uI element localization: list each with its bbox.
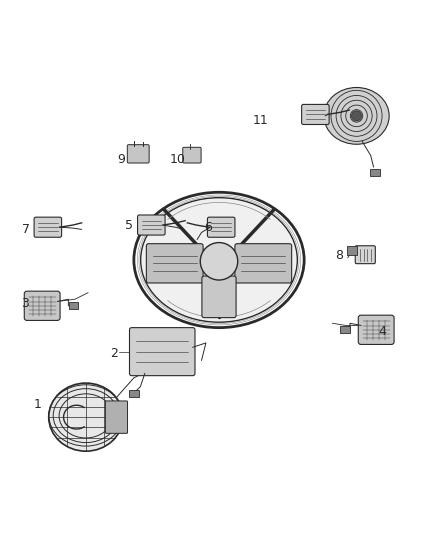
Text: 9: 9	[117, 153, 125, 166]
Text: 7: 7	[22, 223, 30, 236]
Text: 4: 4	[379, 326, 387, 338]
FancyBboxPatch shape	[340, 326, 350, 333]
Ellipse shape	[49, 383, 123, 451]
FancyBboxPatch shape	[347, 246, 357, 255]
Ellipse shape	[141, 198, 297, 322]
Ellipse shape	[324, 87, 389, 144]
FancyBboxPatch shape	[69, 302, 78, 309]
FancyBboxPatch shape	[202, 276, 236, 318]
FancyBboxPatch shape	[355, 246, 375, 264]
Circle shape	[200, 243, 238, 280]
FancyBboxPatch shape	[235, 244, 292, 283]
FancyBboxPatch shape	[34, 217, 62, 237]
Circle shape	[351, 111, 362, 121]
Text: 5: 5	[126, 219, 134, 231]
FancyBboxPatch shape	[106, 401, 127, 433]
FancyBboxPatch shape	[208, 217, 235, 237]
FancyBboxPatch shape	[302, 104, 329, 125]
FancyBboxPatch shape	[129, 390, 139, 397]
Text: 6: 6	[204, 221, 212, 233]
FancyBboxPatch shape	[127, 144, 149, 163]
FancyBboxPatch shape	[370, 169, 380, 176]
Text: 10: 10	[170, 153, 185, 166]
Text: 2: 2	[110, 348, 118, 360]
FancyBboxPatch shape	[24, 291, 60, 320]
Text: 1: 1	[34, 398, 42, 410]
FancyBboxPatch shape	[138, 215, 165, 235]
Text: 8: 8	[335, 249, 343, 262]
Text: 3: 3	[21, 297, 28, 310]
FancyBboxPatch shape	[130, 328, 195, 376]
Text: 11: 11	[253, 114, 268, 127]
FancyBboxPatch shape	[146, 244, 203, 283]
FancyBboxPatch shape	[183, 147, 201, 163]
FancyBboxPatch shape	[358, 315, 394, 344]
